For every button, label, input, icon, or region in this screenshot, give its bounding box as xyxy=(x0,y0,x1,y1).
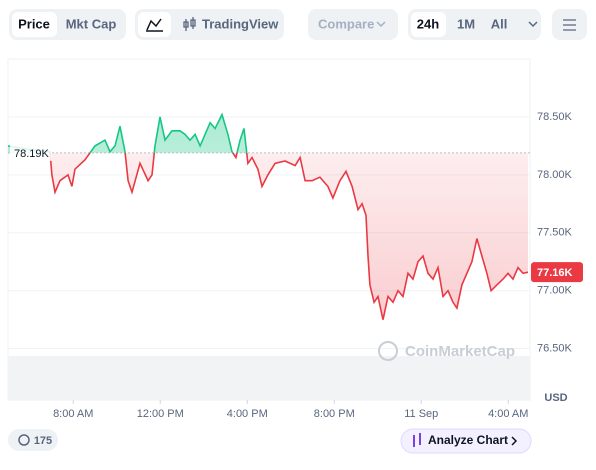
history-icon xyxy=(18,434,30,446)
y-tick-label: 77.00K xyxy=(537,285,573,297)
tradingview[interactable]: TradingView xyxy=(202,16,279,31)
y-unit: USD xyxy=(544,392,567,404)
chevron xyxy=(376,21,386,28)
compare[interactable]: Compare xyxy=(318,16,374,31)
analyze-label[interactable]: Analyze Chart xyxy=(428,433,508,447)
x-tick-label: 8:00 AM xyxy=(53,408,93,420)
area-down xyxy=(50,152,529,320)
x-tick-label: 12:00 PM xyxy=(137,408,184,420)
last-price-label: 77.16K xyxy=(537,267,573,279)
y-tick-label: 76.50K xyxy=(537,343,573,355)
watermark: CoinMarketCap xyxy=(405,343,515,360)
reference-label-bg xyxy=(10,144,52,161)
volume-band xyxy=(8,356,530,400)
analyze-button[interactable] xyxy=(400,428,532,454)
tab-active[interactable] xyxy=(12,12,57,37)
y-tick-label: 78.50K xyxy=(537,111,573,123)
candle-icon xyxy=(183,17,196,31)
watermark-logo xyxy=(378,341,398,361)
tab-price[interactable]: Price xyxy=(18,16,50,31)
settings-icon xyxy=(563,19,576,31)
tab-mktcap[interactable]: Mkt Cap xyxy=(66,16,117,31)
compare-button[interactable] xyxy=(308,9,398,40)
chart: 78.50K 78.00K 77.50K 77.00K 76.50K 8:00 AM 12:… xyxy=(7,111,583,420)
analyze-icon xyxy=(413,433,421,447)
y-tick-label: 78.00K xyxy=(537,169,573,181)
x-tick-label: 4:00 AM xyxy=(488,408,528,420)
x-tick-label: 11 Sep xyxy=(404,408,438,420)
price-line-down xyxy=(49,152,529,320)
x-tick-label: 8:00 PM xyxy=(314,408,355,420)
last-price-badge xyxy=(531,262,583,283)
badge-count[interactable]: 175 xyxy=(34,435,52,447)
chevron[interactable] xyxy=(528,21,538,28)
range-all[interactable]: All xyxy=(491,16,508,31)
reference-label: 78.19K xyxy=(14,148,50,160)
x-tick-label: 4:00 PM xyxy=(227,408,268,420)
range-24h[interactable]: 24h xyxy=(417,16,439,31)
badge[interactable] xyxy=(8,429,58,451)
line-icon xyxy=(146,18,163,32)
range-1m[interactable]: 1M xyxy=(457,16,475,31)
view-group xyxy=(135,9,284,40)
range-active[interactable] xyxy=(411,12,446,37)
chevron xyxy=(511,436,518,446)
y-tick-label: 77.50K xyxy=(537,227,573,239)
